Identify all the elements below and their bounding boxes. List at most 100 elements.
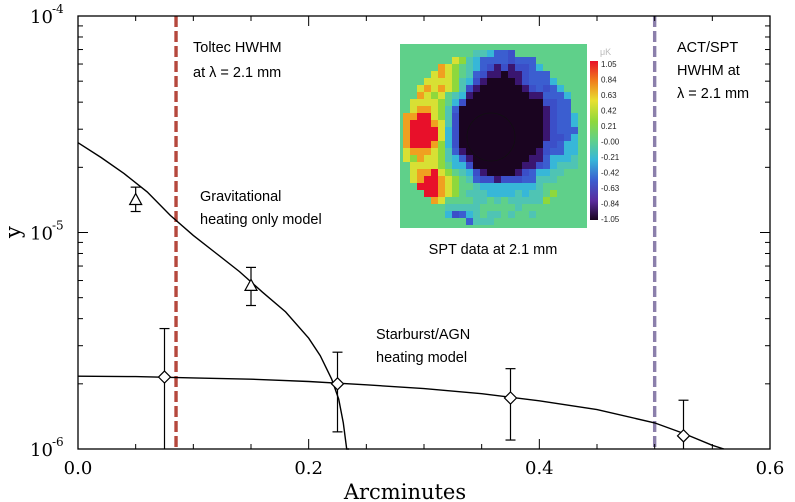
map-pixel — [480, 190, 487, 197]
map-pixel — [508, 169, 515, 176]
map-pixel — [508, 78, 515, 85]
map-pixel — [445, 148, 452, 155]
map-pixel — [480, 106, 487, 113]
map-pixel — [473, 183, 480, 190]
map-pixel — [438, 190, 445, 197]
triangle-marker — [128, 192, 143, 206]
map-pixel — [501, 148, 508, 155]
map-pixel — [529, 85, 536, 92]
map-pixel — [557, 113, 564, 120]
colorbar-label: 0.21 — [601, 122, 617, 131]
map-pixel — [452, 85, 459, 92]
map-pixel — [543, 113, 550, 120]
map-pixel — [501, 85, 508, 92]
map-pixel — [417, 148, 424, 155]
map-pixel — [473, 155, 480, 162]
map-pixel — [424, 190, 431, 197]
map-pixel — [473, 176, 480, 183]
map-pixel — [536, 64, 543, 71]
map-pixel — [508, 155, 515, 162]
map-pixel — [536, 92, 543, 99]
map-pixel — [494, 218, 501, 225]
map-pixel — [417, 162, 424, 169]
map-pixel — [480, 204, 487, 211]
spt-inset: μK 1.05 0.84 0.63 0.42 0.21 -0.00 -0.21 -0.42 -0… — [400, 44, 620, 258]
map-pixel — [466, 64, 473, 71]
map-pixel — [473, 162, 480, 169]
map-pixel — [452, 183, 459, 190]
map-pixel — [543, 134, 550, 141]
map-pixel — [473, 71, 480, 78]
map-pixel — [473, 92, 480, 99]
inset-map — [403, 50, 578, 225]
map-pixel — [438, 99, 445, 106]
map-pixel — [536, 106, 543, 113]
map-pixel — [410, 176, 417, 183]
colorbar-label: -0.42 — [601, 169, 620, 178]
colorbar-label: 1.05 — [601, 60, 617, 69]
x-tick-label: 0.4 — [525, 458, 554, 479]
map-pixel — [431, 176, 438, 183]
map-pixel — [480, 176, 487, 183]
map-pixel — [550, 78, 557, 85]
map-pixel — [431, 190, 438, 197]
map-pixel — [466, 127, 473, 134]
map-pixel — [473, 204, 480, 211]
map-pixel — [466, 218, 473, 225]
map-pixel — [557, 183, 564, 190]
map-pixel — [487, 162, 494, 169]
map-pixel — [508, 99, 515, 106]
map-pixel — [417, 183, 424, 190]
map-pixel — [438, 162, 445, 169]
map-pixel — [508, 113, 515, 120]
map-pixel — [424, 92, 431, 99]
map-pixel — [501, 92, 508, 99]
map-pixel — [431, 148, 438, 155]
map-pixel — [501, 127, 508, 134]
map-pixel — [473, 134, 480, 141]
map-pixel — [529, 113, 536, 120]
map-pixel — [417, 106, 424, 113]
map-pixel — [571, 141, 578, 148]
diamond-marker — [157, 370, 172, 384]
map-pixel — [501, 134, 508, 141]
map-pixel — [473, 190, 480, 197]
diamond-marker — [503, 391, 518, 405]
map-pixel — [438, 141, 445, 148]
map-pixel — [550, 120, 557, 127]
map-pixel — [417, 113, 424, 120]
map-pixel — [522, 71, 529, 78]
map-pixel — [445, 162, 452, 169]
map-pixel — [515, 120, 522, 127]
map-pixel — [536, 113, 543, 120]
colorbar-label: -0.21 — [601, 153, 620, 162]
map-pixel — [480, 162, 487, 169]
map-pixel — [417, 85, 424, 92]
map-pixel — [445, 92, 452, 99]
map-pixel — [466, 176, 473, 183]
map-pixel — [480, 92, 487, 99]
map-pixel — [487, 134, 494, 141]
map-pixel — [466, 71, 473, 78]
map-pixel — [564, 127, 571, 134]
map-pixel — [564, 99, 571, 106]
map-pixel — [487, 176, 494, 183]
axis-ticks: 0.0 0.2 0.4 0.610-410-510-6 — [30, 2, 784, 479]
map-pixel — [487, 141, 494, 148]
map-pixel — [550, 183, 557, 190]
map-pixel — [522, 92, 529, 99]
map-pixel — [410, 134, 417, 141]
map-pixel — [536, 78, 543, 85]
colorbar-label: -0.00 — [601, 138, 620, 147]
map-pixel — [410, 169, 417, 176]
map-pixel — [515, 169, 522, 176]
map-pixel — [431, 78, 438, 85]
map-pixel — [452, 106, 459, 113]
map-pixel — [550, 190, 557, 197]
map-pixel — [480, 211, 487, 218]
map-pixel — [459, 183, 466, 190]
map-pixel — [473, 127, 480, 134]
diamond-marker — [676, 429, 691, 443]
map-pixel — [438, 106, 445, 113]
map-pixel — [487, 64, 494, 71]
